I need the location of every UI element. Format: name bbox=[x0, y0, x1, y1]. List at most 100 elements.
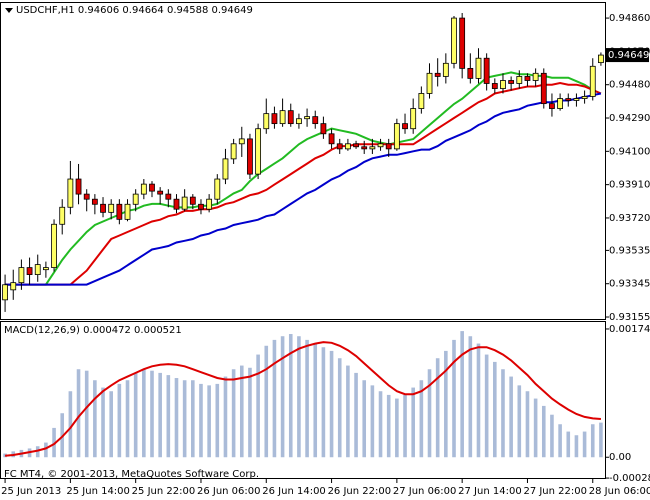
candle-body bbox=[573, 98, 580, 101]
macd-bar bbox=[550, 414, 554, 458]
candle-body bbox=[451, 17, 457, 64]
macd-bar bbox=[574, 435, 579, 458]
macd-bar bbox=[84, 370, 89, 458]
y-tick-label: 0.93720 bbox=[609, 213, 650, 224]
chart-header: USDCHF,H1 0.94606 0.94664 0.94588 0.9464… bbox=[16, 5, 253, 16]
moving-average bbox=[5, 81, 602, 286]
macd-bar bbox=[476, 343, 481, 458]
candle-body bbox=[287, 110, 294, 125]
candle-body bbox=[42, 267, 49, 271]
high-value: 0.94664 bbox=[122, 5, 163, 16]
macd-panel-frame bbox=[0, 321, 606, 479]
candle-body bbox=[328, 133, 335, 145]
candle-body bbox=[524, 76, 531, 81]
candle-body bbox=[304, 116, 310, 120]
menu-arrow[interactable] bbox=[5, 8, 13, 13]
candle-body bbox=[565, 98, 572, 101]
macd-bar bbox=[52, 427, 56, 458]
candle-body bbox=[181, 196, 188, 210]
macd-bar bbox=[509, 376, 513, 458]
macd-bar bbox=[313, 343, 318, 458]
macd-bar bbox=[297, 336, 301, 458]
candle-body bbox=[116, 203, 123, 220]
x-tick-label: 28 Jun 06:00 bbox=[589, 486, 650, 497]
y-tick-label: -0.000284 bbox=[609, 473, 650, 484]
candle-body bbox=[532, 72, 539, 81]
y-tick-label: 0.94100 bbox=[609, 146, 650, 157]
macd-bar bbox=[182, 380, 187, 458]
candle-body bbox=[255, 128, 262, 175]
candle-body bbox=[320, 123, 327, 135]
signal-line bbox=[5, 341, 601, 457]
price-panel-frame bbox=[0, 2, 606, 320]
candle-body bbox=[459, 17, 466, 69]
macd-bar bbox=[76, 369, 81, 458]
candle-body bbox=[26, 267, 33, 275]
x-tick-label: 25 Jun 14:00 bbox=[66, 486, 130, 497]
y-tick-label: 0.93535 bbox=[609, 245, 650, 256]
symbol: USDCHF,H1 bbox=[16, 5, 75, 16]
macd-bar bbox=[272, 339, 277, 458]
macd-bar bbox=[68, 391, 73, 458]
macd-bar bbox=[174, 378, 179, 458]
macd-bar bbox=[493, 361, 497, 458]
candle-body bbox=[491, 83, 498, 89]
candle-body bbox=[263, 113, 270, 130]
macd-bar bbox=[329, 350, 334, 458]
macd-bar bbox=[452, 339, 456, 458]
macd-bar bbox=[125, 380, 130, 458]
candle-body bbox=[483, 57, 490, 84]
y-tick-label: 0.94860 bbox=[609, 13, 650, 24]
macd-bar bbox=[411, 387, 415, 458]
candle-body bbox=[377, 143, 384, 148]
candle-body bbox=[10, 282, 17, 291]
candle-body bbox=[312, 116, 319, 125]
macd-bar bbox=[460, 331, 464, 458]
y-tick-label: 0.93345 bbox=[609, 279, 650, 290]
price-marker-label: 0.94649 bbox=[608, 50, 649, 61]
candle-body bbox=[67, 178, 74, 208]
candle-body bbox=[344, 143, 351, 150]
candle-body bbox=[149, 183, 155, 192]
candle-body bbox=[91, 198, 98, 205]
x-tick-label: 27 Jun 22:00 bbox=[523, 486, 587, 497]
macd-bar bbox=[207, 385, 211, 458]
macd-bar bbox=[158, 372, 162, 458]
candle-body bbox=[418, 93, 425, 109]
candle-body bbox=[508, 80, 515, 84]
candle-body bbox=[410, 108, 417, 130]
macd-bar bbox=[321, 347, 326, 458]
candle-body bbox=[198, 203, 204, 210]
candle-body bbox=[83, 193, 90, 200]
macd-bar bbox=[150, 370, 154, 458]
macd-bar bbox=[378, 391, 383, 458]
x-tick-label: 26 Jun 06:00 bbox=[197, 486, 261, 497]
macd-bar bbox=[264, 345, 269, 458]
macd-bar bbox=[354, 372, 358, 458]
candle-body bbox=[173, 198, 180, 210]
x-tick-label: 27 Jun 14:00 bbox=[458, 486, 522, 497]
candle-body bbox=[361, 146, 368, 150]
candle-body bbox=[442, 62, 449, 77]
x-tick-label: 26 Jun 22:00 bbox=[328, 486, 392, 497]
candle-body bbox=[34, 264, 41, 275]
macd-bar bbox=[403, 394, 407, 458]
y-tick-label: 0.93910 bbox=[609, 180, 650, 191]
candle-body bbox=[2, 284, 8, 301]
candle-body bbox=[75, 178, 82, 195]
candle-body bbox=[581, 96, 588, 99]
candle-body bbox=[140, 183, 147, 195]
candle-body bbox=[540, 72, 547, 105]
candle-body bbox=[165, 193, 172, 200]
macd-bar bbox=[337, 358, 342, 458]
macd-bar bbox=[288, 334, 293, 458]
macd-bar bbox=[435, 358, 440, 458]
candle-body bbox=[18, 267, 25, 284]
open-value: 0.94606 bbox=[78, 5, 119, 16]
candle-body bbox=[296, 118, 302, 125]
price-marker bbox=[605, 48, 649, 63]
macd-bar bbox=[599, 422, 603, 458]
candle-body bbox=[385, 143, 392, 150]
x-tick-label: 26 Jun 14:00 bbox=[262, 486, 326, 497]
